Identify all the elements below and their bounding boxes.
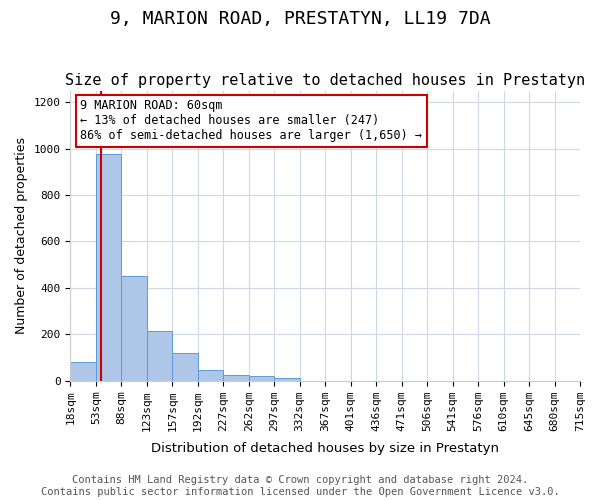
Y-axis label: Number of detached properties: Number of detached properties bbox=[15, 137, 28, 334]
Title: Size of property relative to detached houses in Prestatyn: Size of property relative to detached ho… bbox=[65, 73, 585, 88]
Bar bbox=[147, 331, 172, 380]
X-axis label: Distribution of detached houses by size in Prestatyn: Distribution of detached houses by size … bbox=[151, 442, 499, 455]
Bar bbox=[121, 276, 147, 380]
Bar bbox=[96, 154, 121, 380]
Text: Contains HM Land Registry data © Crown copyright and database right 2024.
Contai: Contains HM Land Registry data © Crown c… bbox=[41, 476, 559, 497]
Bar bbox=[248, 376, 274, 380]
Bar bbox=[70, 362, 96, 380]
Bar bbox=[198, 370, 223, 380]
Text: 9 MARION ROAD: 60sqm
← 13% of detached houses are smaller (247)
86% of semi-deta: 9 MARION ROAD: 60sqm ← 13% of detached h… bbox=[80, 100, 422, 142]
Text: 9, MARION ROAD, PRESTATYN, LL19 7DA: 9, MARION ROAD, PRESTATYN, LL19 7DA bbox=[110, 10, 490, 28]
Bar bbox=[274, 378, 299, 380]
Bar bbox=[223, 375, 248, 380]
Bar bbox=[172, 353, 198, 380]
